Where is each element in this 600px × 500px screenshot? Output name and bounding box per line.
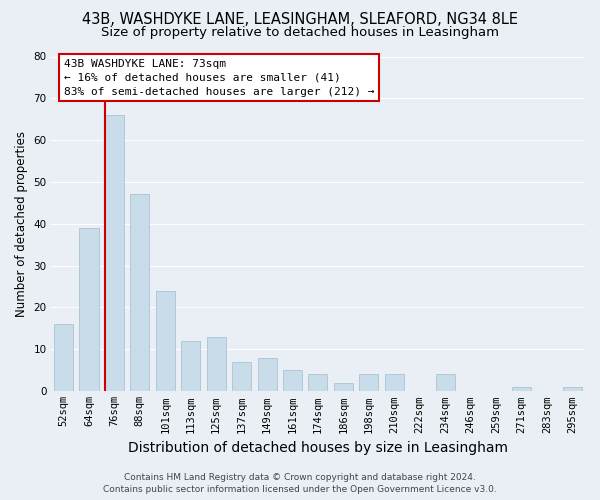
Bar <box>206 336 226 391</box>
Bar <box>130 194 149 391</box>
Bar <box>54 324 73 391</box>
Bar <box>283 370 302 391</box>
Bar <box>308 374 328 391</box>
Text: Size of property relative to detached houses in Leasingham: Size of property relative to detached ho… <box>101 26 499 39</box>
Bar <box>385 374 404 391</box>
Bar <box>156 290 175 391</box>
X-axis label: Distribution of detached houses by size in Leasingham: Distribution of detached houses by size … <box>128 441 508 455</box>
Bar <box>181 341 200 391</box>
Bar <box>232 362 251 391</box>
Bar <box>79 228 98 391</box>
Text: 43B, WASHDYKE LANE, LEASINGHAM, SLEAFORD, NG34 8LE: 43B, WASHDYKE LANE, LEASINGHAM, SLEAFORD… <box>82 12 518 28</box>
Bar <box>334 382 353 391</box>
Bar <box>359 374 379 391</box>
Bar <box>257 358 277 391</box>
Y-axis label: Number of detached properties: Number of detached properties <box>15 130 28 317</box>
Text: Contains HM Land Registry data © Crown copyright and database right 2024.
Contai: Contains HM Land Registry data © Crown c… <box>103 472 497 494</box>
Text: 43B WASHDYKE LANE: 73sqm
← 16% of detached houses are smaller (41)
83% of semi-d: 43B WASHDYKE LANE: 73sqm ← 16% of detach… <box>64 58 374 96</box>
Bar <box>563 387 582 391</box>
Bar <box>512 387 531 391</box>
Bar <box>105 115 124 391</box>
Bar <box>436 374 455 391</box>
